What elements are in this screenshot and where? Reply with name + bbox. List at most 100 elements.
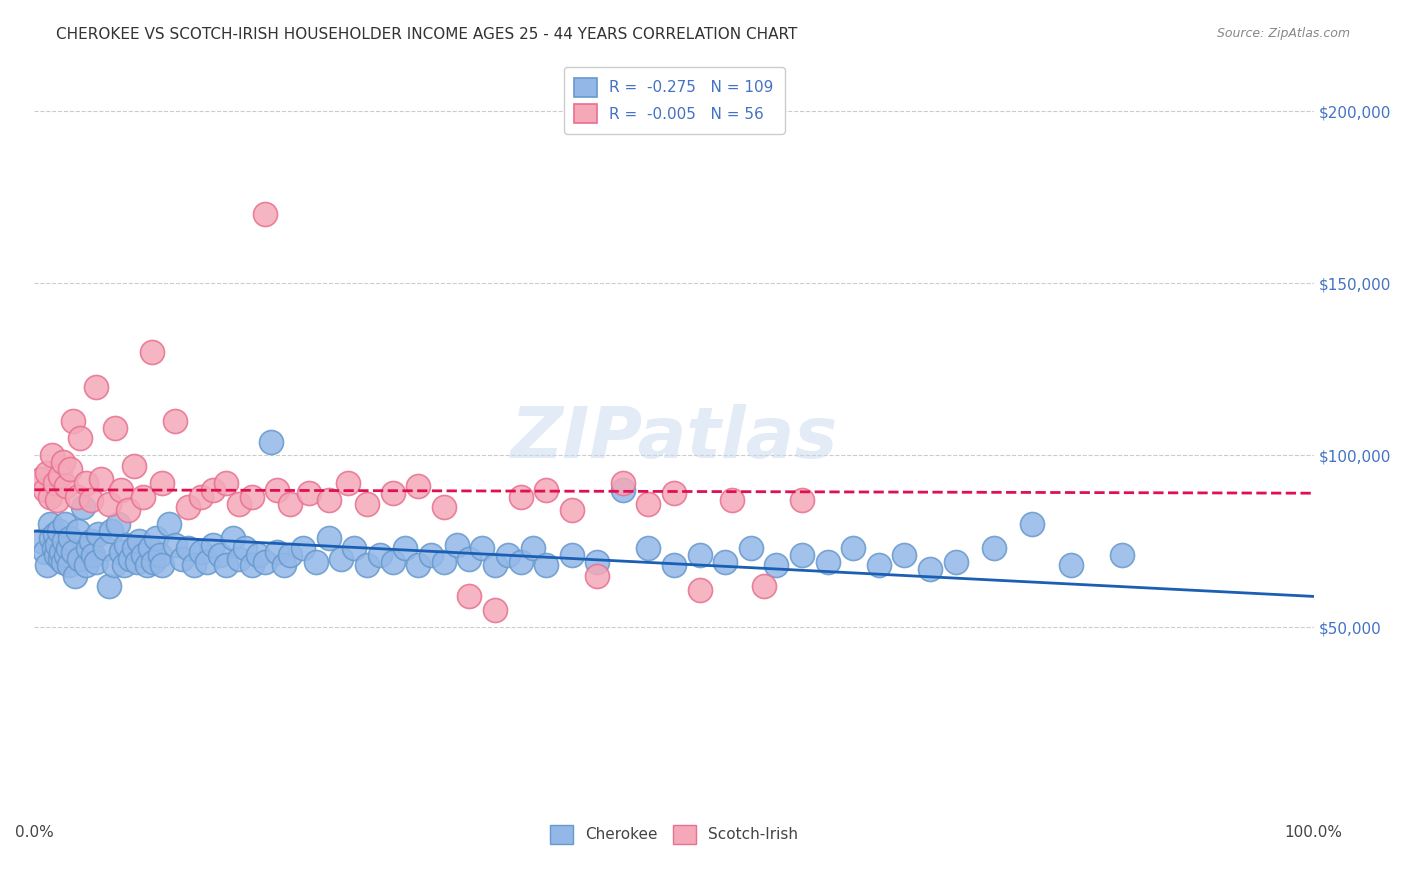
- Cherokee: [1060, 558, 1083, 573]
- Cherokee: [122, 541, 145, 556]
- Cherokee: [945, 555, 967, 569]
- Scotch-Irish: [38, 490, 60, 504]
- Cherokee: [406, 558, 429, 573]
- Cherokee: [484, 558, 506, 573]
- Cherokee: [38, 517, 60, 532]
- Scotch-Irish: [278, 496, 301, 510]
- Cherokee: [247, 548, 270, 562]
- Cherokee: [471, 541, 494, 556]
- Scotch-Irish: [586, 568, 609, 582]
- Cherokee: [343, 541, 366, 556]
- Cherokee: [221, 531, 243, 545]
- Cherokee: [662, 558, 685, 573]
- Cherokee: [100, 524, 122, 538]
- Cherokee: [893, 548, 915, 562]
- Cherokee: [51, 544, 73, 558]
- Scotch-Irish: [69, 431, 91, 445]
- Cherokee: [46, 538, 69, 552]
- Scotch-Irish: [34, 483, 56, 497]
- Cherokee: [190, 544, 212, 558]
- Cherokee: [48, 524, 70, 538]
- Scotch-Irish: [637, 496, 659, 510]
- Cherokee: [228, 551, 250, 566]
- Cherokee: [496, 548, 519, 562]
- Cherokee: [150, 558, 173, 573]
- Cherokee: [202, 538, 225, 552]
- Scotch-Irish: [202, 483, 225, 497]
- Scotch-Irish: [612, 475, 634, 490]
- Cherokee: [72, 500, 94, 514]
- Cherokee: [790, 548, 813, 562]
- Cherokee: [983, 541, 1005, 556]
- Cherokee: [868, 558, 890, 573]
- Cherokee: [30, 534, 52, 549]
- Cherokee: [128, 534, 150, 549]
- Cherokee: [157, 517, 180, 532]
- Scotch-Irish: [662, 486, 685, 500]
- Cherokee: [52, 534, 75, 549]
- Scotch-Irish: [720, 493, 742, 508]
- Cherokee: [87, 527, 110, 541]
- Scotch-Irish: [110, 483, 132, 497]
- Cherokee: [522, 541, 544, 556]
- Scotch-Irish: [51, 455, 73, 469]
- Cherokee: [817, 555, 839, 569]
- Text: CHEROKEE VS SCOTCH-IRISH HOUSEHOLDER INCOME AGES 25 - 44 YEARS CORRELATION CHART: CHEROKEE VS SCOTCH-IRISH HOUSEHOLDER INC…: [56, 27, 797, 42]
- Cherokee: [318, 531, 340, 545]
- Scotch-Irish: [49, 469, 72, 483]
- Scotch-Irish: [104, 421, 127, 435]
- Cherokee: [368, 548, 391, 562]
- Cherokee: [842, 541, 865, 556]
- Scotch-Irish: [433, 500, 456, 514]
- Cherokee: [177, 541, 200, 556]
- Cherokee: [918, 562, 941, 576]
- Cherokee: [195, 555, 218, 569]
- Cherokee: [82, 548, 104, 562]
- Cherokee: [136, 558, 159, 573]
- Cherokee: [59, 531, 82, 545]
- Cherokee: [330, 551, 353, 566]
- Cherokee: [34, 544, 56, 558]
- Cherokee: [394, 541, 416, 556]
- Cherokee: [714, 555, 737, 569]
- Cherokee: [103, 558, 125, 573]
- Cherokee: [149, 548, 172, 562]
- Cherokee: [120, 551, 142, 566]
- Cherokee: [356, 558, 378, 573]
- Scotch-Irish: [79, 493, 101, 508]
- Cherokee: [740, 541, 762, 556]
- Scotch-Irish: [484, 603, 506, 617]
- Cherokee: [115, 538, 138, 552]
- Cherokee: [49, 551, 72, 566]
- Scotch-Irish: [37, 466, 59, 480]
- Cherokee: [58, 558, 80, 573]
- Cherokee: [420, 548, 443, 562]
- Scotch-Irish: [65, 490, 87, 504]
- Scotch-Irish: [253, 207, 276, 221]
- Cherokee: [208, 548, 231, 562]
- Cherokee: [292, 541, 315, 556]
- Scotch-Irish: [406, 479, 429, 493]
- Cherokee: [235, 541, 257, 556]
- Cherokee: [612, 483, 634, 497]
- Cherokee: [107, 517, 129, 532]
- Scotch-Irish: [117, 503, 139, 517]
- Scotch-Irish: [318, 493, 340, 508]
- Cherokee: [77, 541, 100, 556]
- Scotch-Irish: [561, 503, 583, 517]
- Cherokee: [110, 544, 132, 558]
- Scotch-Irish: [90, 472, 112, 486]
- Cherokee: [97, 579, 120, 593]
- Scotch-Irish: [534, 483, 557, 497]
- Cherokee: [509, 555, 531, 569]
- Scotch-Irish: [97, 496, 120, 510]
- Cherokee: [44, 527, 66, 541]
- Scotch-Irish: [132, 490, 155, 504]
- Cherokee: [138, 541, 160, 556]
- Cherokee: [637, 541, 659, 556]
- Cherokee: [381, 555, 404, 569]
- Cherokee: [132, 548, 155, 562]
- Cherokee: [84, 555, 107, 569]
- Cherokee: [305, 555, 328, 569]
- Scotch-Irish: [177, 500, 200, 514]
